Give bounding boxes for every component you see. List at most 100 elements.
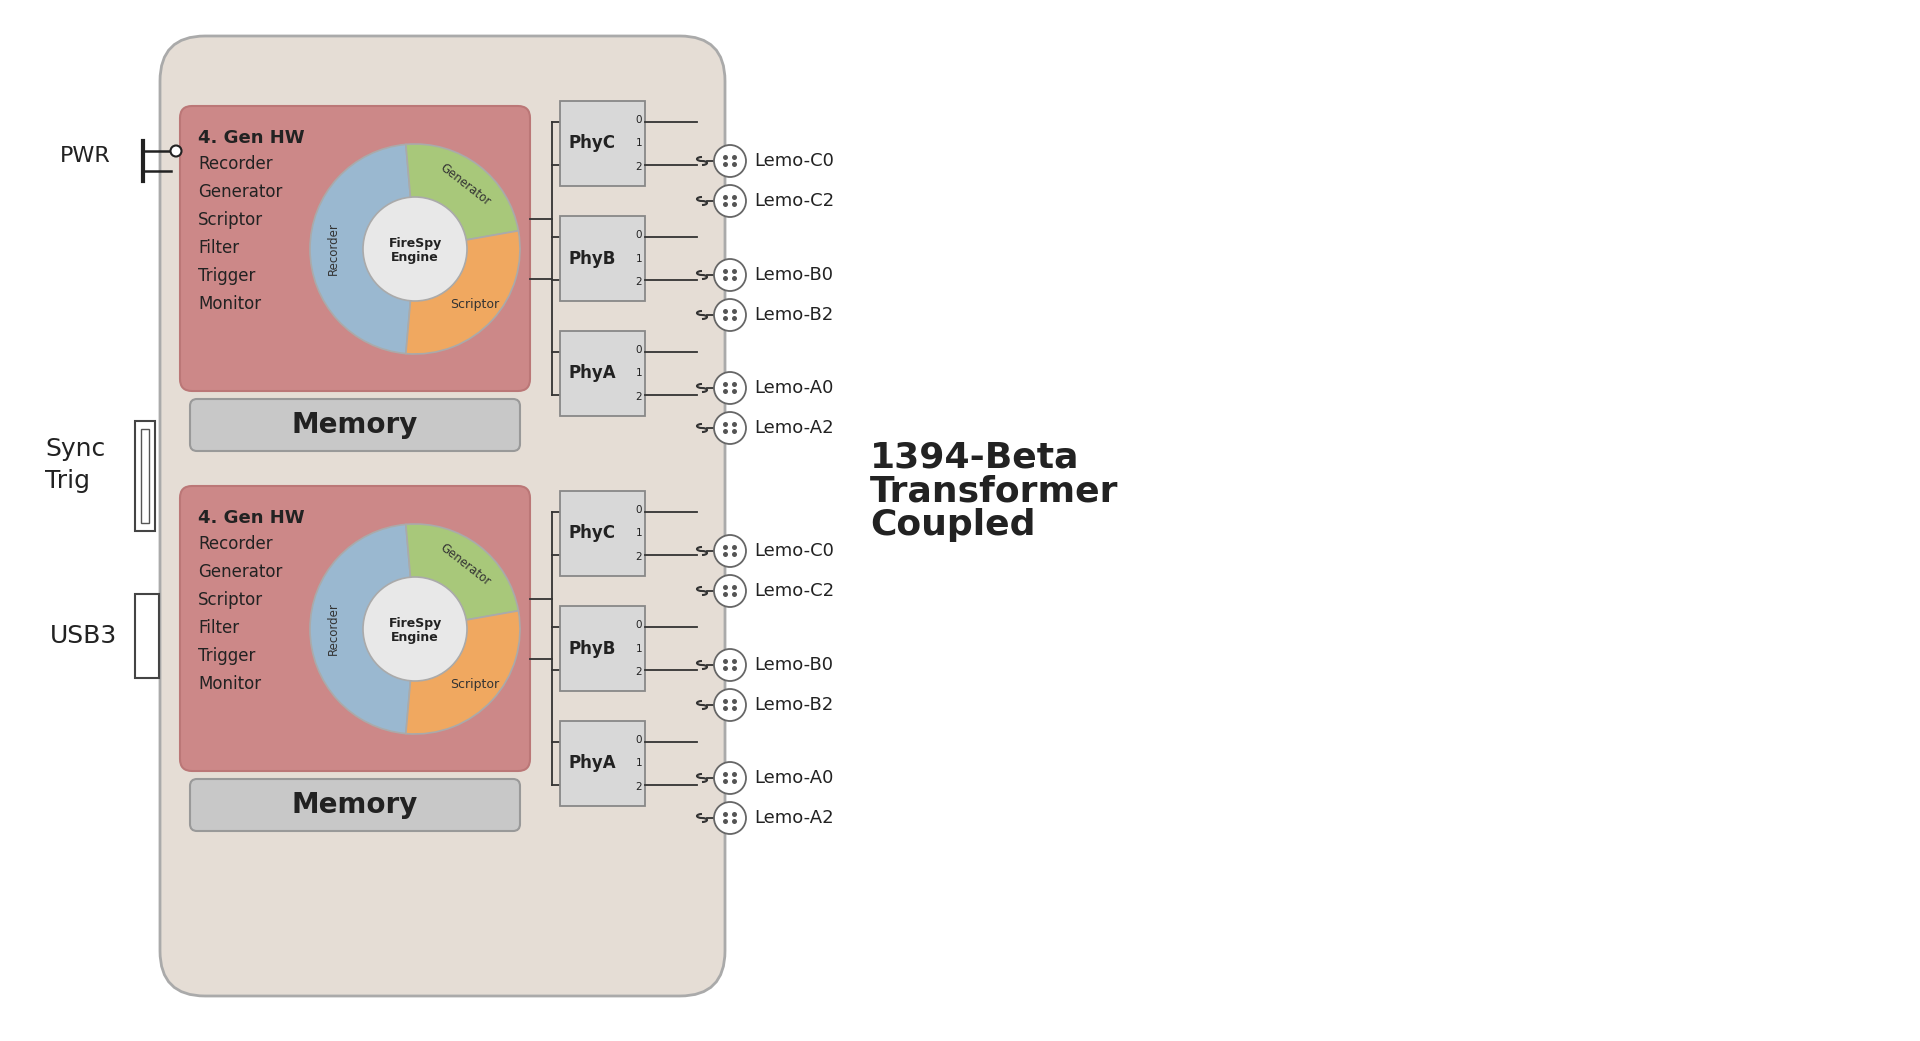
Circle shape — [714, 802, 747, 834]
Text: Scriptor: Scriptor — [198, 211, 263, 229]
Text: 0: 0 — [636, 345, 641, 355]
Text: 1: 1 — [636, 138, 641, 149]
Circle shape — [724, 382, 728, 387]
Circle shape — [732, 422, 737, 427]
Circle shape — [732, 552, 737, 557]
Bar — [561, 721, 645, 806]
Circle shape — [732, 779, 737, 784]
Circle shape — [714, 649, 747, 681]
Bar — [140, 429, 150, 523]
Text: Recorder: Recorder — [326, 603, 340, 656]
Circle shape — [724, 309, 728, 314]
Circle shape — [732, 316, 737, 321]
Circle shape — [724, 316, 728, 321]
Text: Lemo-C0: Lemo-C0 — [755, 542, 833, 560]
Bar — [561, 491, 645, 576]
Circle shape — [724, 155, 728, 160]
Bar — [561, 101, 645, 186]
Text: 0: 0 — [636, 505, 641, 514]
Text: Memory: Memory — [292, 411, 419, 439]
Text: 2: 2 — [636, 553, 641, 562]
FancyBboxPatch shape — [180, 486, 530, 771]
Circle shape — [732, 195, 737, 200]
Text: Generator: Generator — [438, 161, 493, 209]
Circle shape — [724, 429, 728, 434]
Circle shape — [714, 762, 747, 794]
Text: Recorder: Recorder — [198, 535, 273, 553]
Text: Trig: Trig — [44, 469, 90, 493]
Text: 4. Gen HW: 4. Gen HW — [198, 129, 305, 147]
Text: Recorder: Recorder — [326, 223, 340, 276]
Circle shape — [714, 372, 747, 404]
Text: Lemo-B0: Lemo-B0 — [755, 656, 833, 674]
Text: 0: 0 — [636, 115, 641, 125]
Text: 1: 1 — [636, 643, 641, 654]
FancyBboxPatch shape — [159, 36, 726, 996]
Text: 2: 2 — [636, 782, 641, 792]
Text: PWR: PWR — [60, 146, 111, 166]
Wedge shape — [309, 525, 415, 734]
Bar — [134, 421, 156, 531]
Circle shape — [724, 202, 728, 207]
Text: 2: 2 — [636, 162, 641, 173]
Circle shape — [732, 812, 737, 817]
Text: USB3: USB3 — [50, 624, 117, 648]
Circle shape — [724, 195, 728, 200]
Text: 1: 1 — [636, 759, 641, 768]
Circle shape — [724, 779, 728, 784]
Text: 1394-Beta: 1394-Beta — [870, 440, 1079, 474]
Circle shape — [171, 146, 182, 156]
Circle shape — [714, 145, 747, 177]
Circle shape — [724, 545, 728, 550]
Circle shape — [732, 666, 737, 671]
Circle shape — [724, 389, 728, 393]
Circle shape — [732, 585, 737, 590]
Circle shape — [714, 575, 747, 607]
Text: Generator: Generator — [198, 563, 282, 581]
Text: Trigger: Trigger — [198, 266, 255, 285]
Circle shape — [732, 659, 737, 664]
Bar — [134, 594, 159, 678]
Circle shape — [724, 772, 728, 777]
Text: Lemo-C2: Lemo-C2 — [755, 192, 833, 210]
Text: Lemo-C2: Lemo-C2 — [755, 582, 833, 600]
Circle shape — [724, 666, 728, 671]
Text: FireSpy: FireSpy — [388, 616, 442, 630]
FancyBboxPatch shape — [180, 106, 530, 391]
Circle shape — [724, 812, 728, 817]
Circle shape — [724, 552, 728, 557]
Text: Scriptor: Scriptor — [198, 591, 263, 609]
Circle shape — [714, 185, 747, 217]
Text: Scriptor: Scriptor — [449, 678, 499, 691]
Text: Filter: Filter — [198, 619, 240, 637]
Circle shape — [724, 699, 728, 704]
Circle shape — [724, 659, 728, 664]
Text: Scriptor: Scriptor — [449, 298, 499, 311]
Text: Engine: Engine — [392, 631, 440, 643]
Text: 2: 2 — [636, 667, 641, 678]
Text: Filter: Filter — [198, 239, 240, 257]
Circle shape — [732, 202, 737, 207]
Text: Lemo-B2: Lemo-B2 — [755, 696, 833, 714]
FancyBboxPatch shape — [190, 399, 520, 451]
Text: 1: 1 — [636, 369, 641, 379]
Text: Lemo-B0: Lemo-B0 — [755, 266, 833, 284]
Circle shape — [732, 309, 737, 314]
Circle shape — [714, 689, 747, 721]
Circle shape — [724, 819, 728, 824]
Text: Lemo-A0: Lemo-A0 — [755, 379, 833, 397]
Circle shape — [724, 592, 728, 596]
Circle shape — [732, 269, 737, 274]
Text: Generator: Generator — [438, 541, 493, 589]
Wedge shape — [309, 145, 415, 354]
Text: Monitor: Monitor — [198, 675, 261, 693]
Circle shape — [732, 592, 737, 596]
Text: 0: 0 — [636, 230, 641, 239]
Text: 1: 1 — [636, 529, 641, 538]
Text: Trigger: Trigger — [198, 648, 255, 665]
Circle shape — [714, 299, 747, 331]
Text: Generator: Generator — [198, 183, 282, 201]
Wedge shape — [405, 524, 518, 629]
Circle shape — [714, 535, 747, 567]
Circle shape — [732, 382, 737, 387]
